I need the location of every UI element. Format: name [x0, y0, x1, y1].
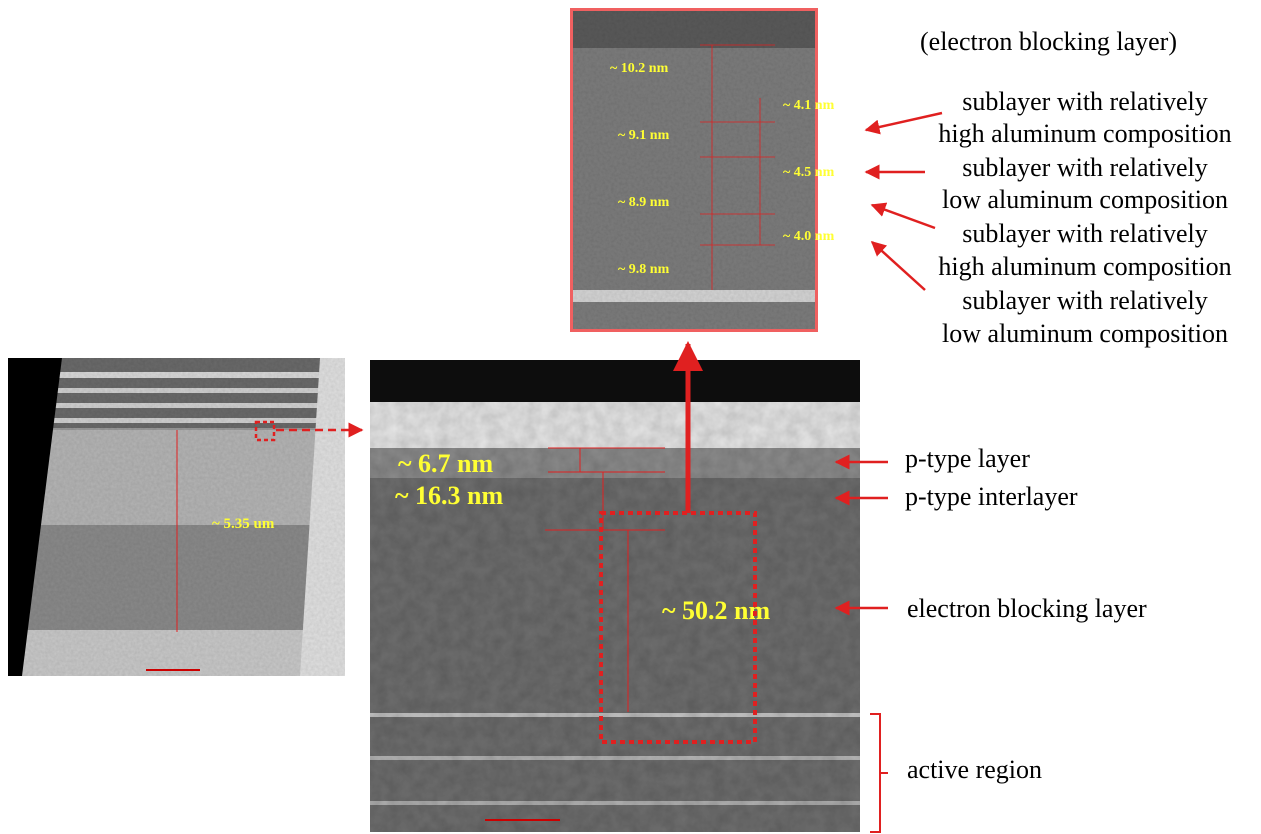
measure-label: ~ 9.8 nm — [618, 262, 670, 277]
sublayer-label: high aluminum composition — [938, 119, 1231, 148]
bracket — [870, 714, 888, 832]
layer-label: p-type interlayer — [905, 482, 1078, 511]
figure: ~ 5.35 um ~ 6.7 nm ~ 16.3 nm ~ 50.2 nm ~… — [0, 0, 1261, 834]
measure-label: ~ 9.1 nm — [618, 128, 670, 143]
layer-label: electron blocking layer — [907, 594, 1147, 623]
sublayer-label: sublayer with relatively — [962, 153, 1207, 182]
measure-label: ~ 6.7 nm — [398, 449, 493, 478]
main-image — [370, 360, 860, 832]
layer-label: active region — [907, 755, 1042, 784]
sublayer-label: sublayer with relatively — [962, 87, 1207, 116]
measure-label: ~ 4.5 nm — [783, 165, 835, 180]
measure-label: ~ 10.2 nm — [610, 61, 669, 76]
sublayer-label: sublayer with relatively — [962, 286, 1207, 315]
sublayer-label: low aluminum composition — [942, 185, 1228, 214]
sublayer-label: low aluminum composition — [942, 319, 1228, 348]
measure-label: ~ 16.3 nm — [395, 481, 503, 510]
sublayer-label: high aluminum composition — [938, 252, 1231, 281]
measure-label: ~ 4.0 nm — [783, 229, 835, 244]
layer-label: p-type layer — [905, 444, 1030, 473]
sublayer-label: sublayer with relatively — [962, 219, 1207, 248]
zoom-title: (electron blocking layer) — [920, 27, 1177, 56]
measure-label: ~ 8.9 nm — [618, 195, 670, 210]
measure-label: ~ 4.1 nm — [783, 98, 835, 113]
zoom-image — [570, 8, 818, 332]
measure-label: ~ 5.35 um — [212, 516, 275, 532]
